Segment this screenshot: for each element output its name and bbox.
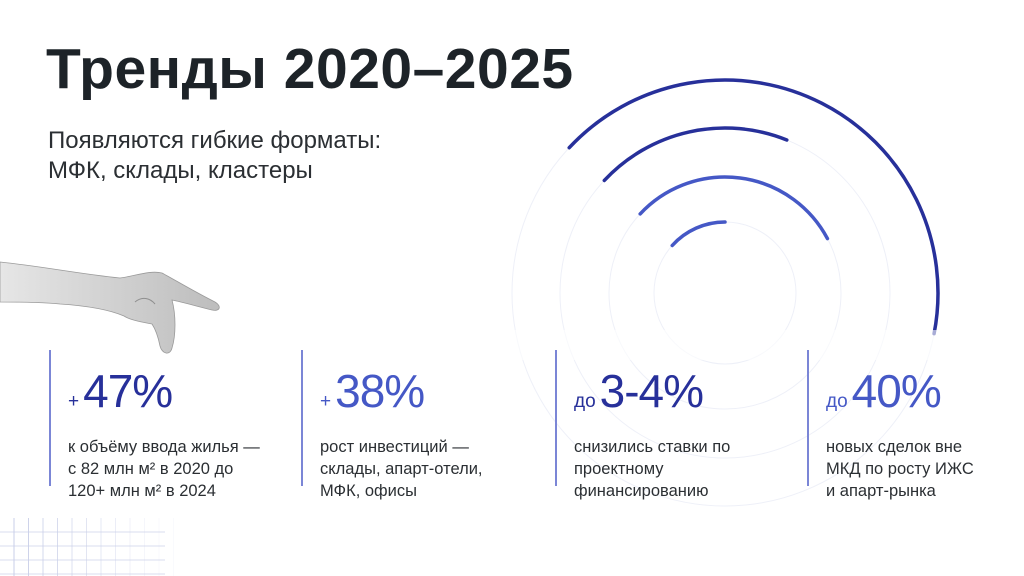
stat-prefix: до [826, 391, 848, 412]
stat-value: 38% [335, 365, 425, 417]
stat-housing: +47% к объёму ввода жилья — с 82 млн м² … [49, 350, 260, 500]
stat-description: снизились ставки по проектному финансиро… [574, 438, 731, 500]
ring-arc [670, 220, 727, 248]
stat-investments: +38% рост инвестиций — склады, апарт-оте… [301, 350, 483, 500]
stat-value: 40% [851, 365, 942, 417]
stat-value: 47% [83, 365, 173, 417]
stat-prefix: + [320, 391, 332, 412]
ring-arc [602, 126, 789, 183]
pointing-hand-icon [0, 261, 220, 354]
stat-description: рост инвестиций — склады, апарт-отели, М… [320, 438, 483, 500]
decorative-grid [0, 518, 174, 576]
ring-arc [638, 175, 830, 241]
stat-prefix: до [574, 391, 596, 412]
fade-overlay [480, 330, 960, 360]
page-title: Тренды 2020–2025 [46, 37, 574, 101]
stat-value: 3-4% [599, 365, 704, 417]
stat-description: новых сделок вне МКД по росту ИЖС и апар… [826, 438, 974, 500]
stat-deals: до 40% новых сделок вне МКД по росту ИЖС … [807, 350, 974, 500]
page-subtitle: Появляются гибкие форматы: МФК, склады, … [48, 127, 382, 184]
ring-arc [567, 78, 940, 336]
stat-description: к объёму ввода жилья — с 82 млн м² в 202… [68, 438, 260, 500]
stat-rates: до 3-4% снизились ставки по проектному фи… [555, 350, 730, 500]
stat-prefix: + [68, 391, 80, 412]
